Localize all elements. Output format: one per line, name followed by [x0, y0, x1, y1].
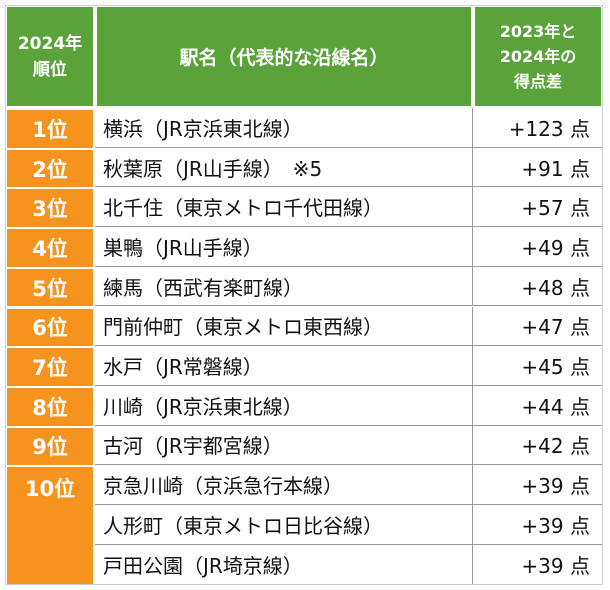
station-name: 練馬（西武有楽町線）: [95, 266, 473, 307]
score-diff: +49 点: [473, 227, 603, 267]
rank-cell: 4位: [5, 227, 95, 267]
header-station: 駅名（代表的な沿線名）: [95, 5, 473, 108]
station-name: 秋葉原（JR山手線） ※5: [95, 147, 473, 188]
rank-cell: 5位: [5, 266, 95, 307]
header-rank: 2024年 順位: [5, 5, 95, 108]
station-name: 巣鴨（JR山手線）: [95, 227, 473, 267]
station-name: 水戸（JR常磐線）: [95, 346, 473, 386]
station-name: 北千住（東京メトロ千代田線）: [95, 187, 473, 228]
score-diff: +57 点: [473, 187, 603, 228]
station-name: 戸田公園（JR埼京線）: [95, 544, 473, 585]
rank-cell: 2位: [5, 147, 95, 188]
rank-cell: 3位: [5, 187, 95, 228]
station-name: 門前仲町（東京メトロ東西線）: [95, 306, 473, 347]
score-diff: +48 点: [473, 266, 603, 307]
score-diff: +45 点: [473, 346, 603, 386]
station-name: 横浜（JR京浜東北線）: [95, 108, 473, 148]
rank-cell-merged: 10位: [5, 465, 95, 585]
rank-cell: 1位: [5, 108, 95, 148]
score-diff: +91 点: [473, 147, 603, 188]
score-diff: +39 点: [473, 505, 603, 545]
station-name: 川崎（JR京浜東北線）: [95, 385, 473, 426]
rank-cell: 8位: [5, 385, 95, 426]
rank-cell: 7位: [5, 346, 95, 386]
score-diff: +47 点: [473, 306, 603, 347]
score-diff: +44 点: [473, 385, 603, 426]
station-name: 古河（JR宇都宮線）: [95, 425, 473, 466]
ranking-table: 2024年 順位 駅名（代表的な沿線名） 2023年と 2024年の 得点差 1…: [5, 5, 603, 585]
rank-cell: 6位: [5, 306, 95, 347]
header-score-diff: 2023年と 2024年の 得点差: [473, 5, 603, 108]
station-name: 人形町（東京メトロ日比谷線）: [95, 505, 473, 545]
score-diff: +123 点: [473, 108, 603, 148]
station-name: 京急川崎（京浜急行本線）: [95, 465, 473, 505]
score-diff: +42 点: [473, 425, 603, 466]
score-diff: +39 点: [473, 465, 603, 505]
score-diff: +39 点: [473, 544, 603, 585]
rank-cell: 9位: [5, 425, 95, 466]
